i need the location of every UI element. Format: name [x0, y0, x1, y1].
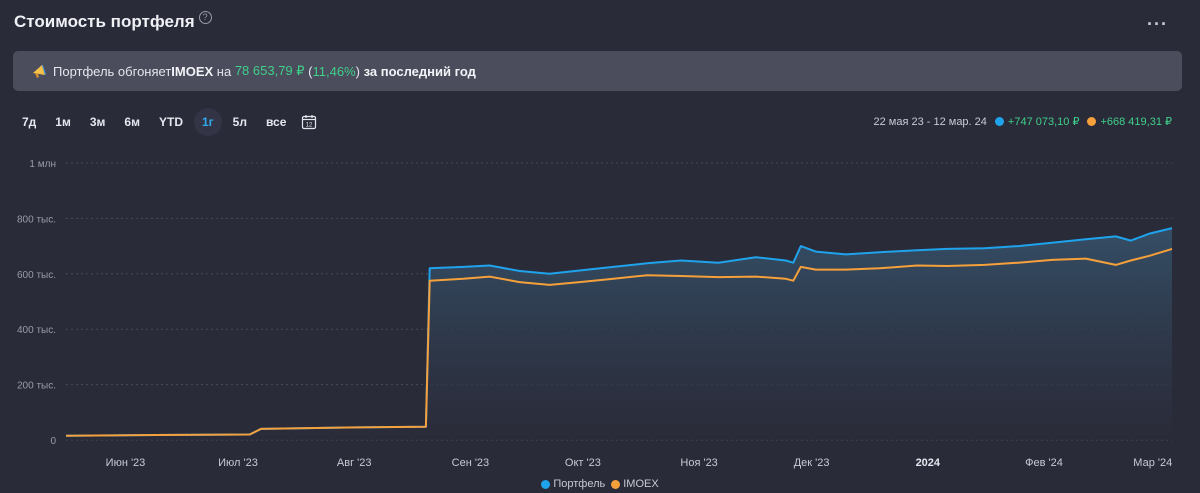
banner-close-paren: ) — [355, 63, 360, 79]
legend-item-portfolio[interactable]: Портфель — [541, 478, 605, 490]
x-tick-label: Сен '23 — [452, 457, 490, 469]
banner-text-after: за последний год — [359, 63, 476, 79]
x-tick-label: Мар '24 — [1133, 457, 1172, 469]
svg-text:12: 12 — [306, 123, 313, 129]
performance-banner: Портфель обгоняет IMOEX на 78 653,79 ₽ (… — [13, 51, 1182, 91]
y-tick-label: 0 — [50, 436, 56, 447]
imoex-dot — [1087, 117, 1097, 126]
banner-open-paren: ( — [304, 63, 313, 79]
y-tick-label: 400 тыс. — [17, 325, 56, 336]
x-tick-label: Фев '24 — [1025, 457, 1063, 469]
banner-text-before: Портфель обгоняет — [53, 63, 172, 79]
portfolio-change: +747 073,10 ₽ — [1007, 116, 1080, 128]
imoex-change: +668 419,31 ₽ — [1100, 116, 1172, 128]
page-title: Стоимость портфеля — [14, 12, 195, 31]
calendar-icon[interactable]: 12 — [301, 114, 317, 130]
more-options-icon[interactable]: ··· — [1147, 14, 1168, 34]
period-3m[interactable]: 3м — [89, 115, 106, 129]
y-tick-label: 600 тыс. — [17, 270, 56, 281]
banner-percent: 11,46% — [312, 63, 356, 79]
legend-dot-portfolio — [541, 479, 551, 489]
period-7d[interactable]: 7д — [22, 115, 37, 129]
portfolio-dot — [994, 117, 1004, 126]
period-6m[interactable]: 6м — [124, 115, 140, 129]
legend-item-imoex[interactable]: IMOEX — [611, 478, 659, 490]
x-tick-label: Окт '23 — [565, 457, 601, 469]
x-tick-label: 2024 — [916, 457, 941, 469]
banner-amount: 78 653,79 ₽ — [234, 63, 305, 78]
period-1m[interactable]: 1м — [55, 115, 71, 129]
banner-text-mid: на — [213, 63, 235, 79]
range-dates: 22 мая 23 - 12 мар. 24 — [873, 115, 987, 128]
x-tick-label: Ноя '23 — [680, 457, 717, 469]
y-tick-label: 1 млн — [29, 159, 56, 170]
range-summary: 22 мая 23 - 12 мар. 24 +747 073,10 ₽ +66… — [873, 115, 1172, 129]
x-tick-label: Дек '23 — [794, 457, 830, 469]
period-1y[interactable]: 1г — [193, 108, 222, 136]
title-row: Стоимость портфеля ? — [14, 10, 212, 32]
y-tick-label: 200 тыс. — [17, 381, 56, 392]
megaphone-icon — [33, 65, 46, 78]
chart-legend: Портфель IMOEX — [0, 478, 1200, 490]
x-tick-label: Июл '23 — [218, 457, 258, 469]
legend-label-imoex: IMOEX — [623, 478, 659, 490]
banner-benchmark: IMOEX — [171, 63, 214, 79]
y-tick-label: 800 тыс. — [17, 214, 56, 225]
portfolio-chart: 0 200 тыс. 400 тыс. 600 тыс. 800 тыс. 1 млн Ию… — [17, 159, 1173, 469]
x-tick-label: Авг '23 — [337, 457, 372, 469]
period-ytd[interactable]: YTD — [158, 115, 183, 129]
period-selector: 7д 1м 3м 6м YTD 1г 5л все 12 — [14, 108, 317, 136]
help-icon[interactable]: ? — [198, 10, 212, 24]
x-tick-label: Июн '23 — [106, 457, 146, 469]
legend-dot-imoex — [611, 479, 621, 489]
portfolio-area — [66, 228, 1172, 440]
period-5y[interactable]: 5л — [232, 115, 247, 129]
imoex-line — [65, 247, 1173, 437]
legend-label-portfolio: Портфель — [553, 478, 606, 490]
period-all[interactable]: все — [265, 115, 287, 129]
